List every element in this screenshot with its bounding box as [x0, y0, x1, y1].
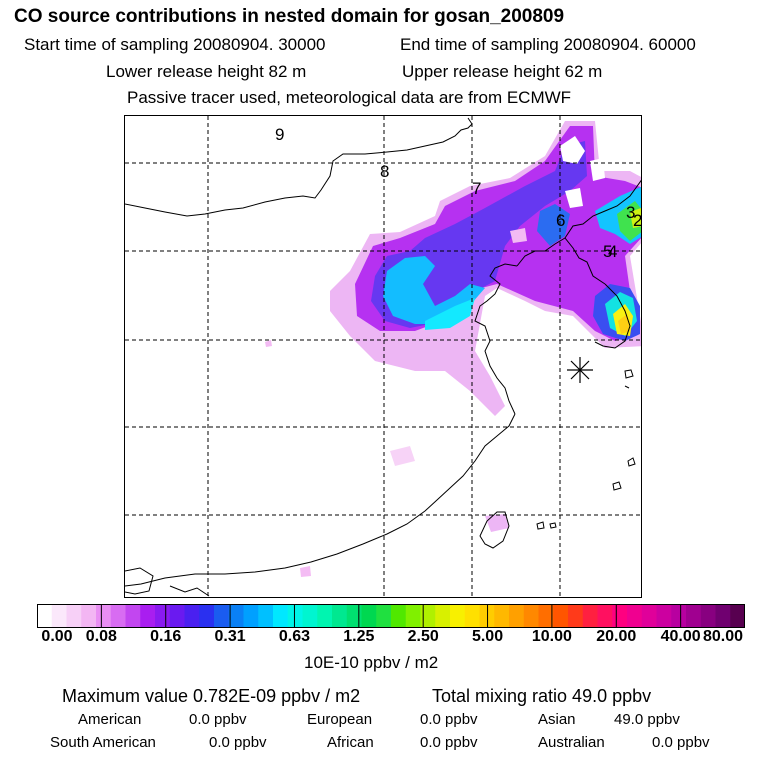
colorbar-swatch [509, 604, 525, 628]
colorbar-swatch [553, 604, 569, 628]
trajectory-label-7: 7 [472, 179, 481, 198]
colorbar-swatch [627, 604, 643, 628]
trajectory-label-2: 2 [633, 211, 642, 230]
colorbar-swatch [228, 604, 244, 628]
colorbar-tick-label: 2.50 [407, 628, 439, 645]
concentration-field [265, 121, 641, 577]
colorbar-swatch [612, 604, 628, 628]
trajectory-label-8: 8 [380, 162, 389, 181]
region-australian-value: 0.0 ppbv [652, 734, 710, 751]
colorbar-tick-label: 0.16 [150, 628, 182, 645]
colorbar-swatch [81, 604, 97, 628]
coastlines [125, 117, 641, 597]
region-australian-name: Australian [538, 734, 605, 751]
region-asian-value: 49.0 ppbv [614, 711, 680, 728]
colorbar-swatch [656, 604, 672, 628]
colorbar [37, 604, 745, 628]
lat-lon-grid [125, 116, 641, 597]
colorbar-swatch [715, 604, 731, 628]
colorbar-tick-label: 10.00 [531, 628, 572, 645]
colorbar-swatch [346, 604, 362, 628]
region-asian-name: Asian [538, 711, 576, 728]
colorbar-swatch [273, 604, 289, 628]
region-african-name: African [327, 734, 374, 751]
region-american-name: American [78, 711, 142, 728]
colorbar-swatch [523, 604, 539, 628]
colorbar-swatch [361, 604, 377, 628]
colorbar-tick-label: 80.00 [702, 628, 744, 645]
region-south-american-name: South American [50, 734, 156, 751]
colorbar-swatch [671, 604, 687, 628]
colorbar-swatch [568, 604, 584, 628]
colorbar-swatch [51, 604, 67, 628]
region-american-value: 0.0 ppbv [189, 711, 247, 728]
colorbar-swatch [140, 604, 156, 628]
colorbar-swatch [258, 604, 274, 628]
colorbar-swatch [420, 604, 436, 628]
colorbar-swatch [435, 604, 451, 628]
tracer-info-label: Passive tracer used, meteorological data… [127, 88, 572, 107]
receptor-asterisk-icon [567, 357, 593, 383]
sampling-start-label: Start time of sampling 20080904. 30000 [24, 35, 326, 54]
colorbar-tick-label: 0.08 [85, 628, 117, 645]
colorbar-swatch [376, 604, 392, 628]
colorbar-swatch [450, 604, 466, 628]
colorbar-tick-label: 0.31 [214, 628, 246, 645]
colorbar-tick-label: 0.63 [278, 628, 311, 645]
total-mixing-ratio-label: Total mixing ratio 49.0 ppbv [432, 686, 652, 706]
colorbar-swatch [700, 604, 716, 628]
colorbar-swatch [110, 604, 126, 628]
upper-release-height-label: Upper release height 62 m [402, 62, 603, 81]
colorbar-border [37, 604, 745, 628]
colorbar-tick-label: 5.00 [471, 628, 504, 645]
trajectory-label-9: 9 [275, 125, 284, 144]
colorbar-swatch [37, 604, 53, 628]
colorbar-swatch [538, 604, 554, 628]
trajectory-label-5: 5 [603, 242, 612, 261]
colorbar-swatch [405, 604, 421, 628]
plot-title: CO source contributions in nested domain… [14, 6, 565, 27]
colorbar-tick-label: 40.00 [660, 628, 701, 645]
lower-release-height-label: Lower release height 82 m [106, 62, 307, 81]
colorbar-swatch [214, 604, 230, 628]
trajectory-label-3: 3 [626, 203, 635, 222]
maximum-value-label: Maximum value 0.782E-09 ppbv / m2 [62, 686, 361, 706]
colorbar-swatch [125, 604, 141, 628]
trajectory-label-6: 6 [556, 211, 565, 230]
colorbar-swatch [317, 604, 333, 628]
trajectory-label-4: 4 [608, 242, 617, 261]
region-african-value: 0.0 ppbv [420, 734, 478, 751]
colorbar-swatch [199, 604, 215, 628]
colorbar-swatch [66, 604, 82, 628]
source-contribution-map: 9 8 7 6 5 4 3 2 [124, 115, 642, 598]
colorbar-swatch [287, 604, 303, 628]
colorbar-swatch [302, 604, 318, 628]
region-european-value: 0.0 ppbv [420, 711, 478, 728]
region-south-american-value: 0.0 ppbv [209, 734, 267, 751]
colorbar-swatch [243, 604, 259, 628]
colorbar-swatch [169, 604, 185, 628]
colorbar-swatch [391, 604, 407, 628]
colorbar-tick-label: 0.00 [41, 628, 73, 645]
colorbar-swatch [464, 604, 480, 628]
colorbar-tick-label: 1.25 [343, 628, 375, 645]
colorbar-swatch [597, 604, 613, 628]
colorbar-swatch [494, 604, 510, 628]
colorbar-swatch [184, 604, 200, 628]
sampling-end-label: End time of sampling 20080904. 60000 [400, 35, 696, 54]
colorbar-swatch [582, 604, 598, 628]
region-european-name: European [307, 711, 373, 728]
colorbar-swatch [155, 604, 171, 628]
colorbar-swatch [730, 604, 745, 628]
colorbar-swatch [641, 604, 657, 628]
colorbar-swatch [96, 604, 112, 628]
colorbar-units-label: 10E-10 ppbv / m2 [304, 653, 439, 672]
colorbar-swatch [686, 604, 702, 628]
colorbar-tick-label: 20.00 [596, 628, 637, 645]
colorbar-swatch [332, 604, 348, 628]
